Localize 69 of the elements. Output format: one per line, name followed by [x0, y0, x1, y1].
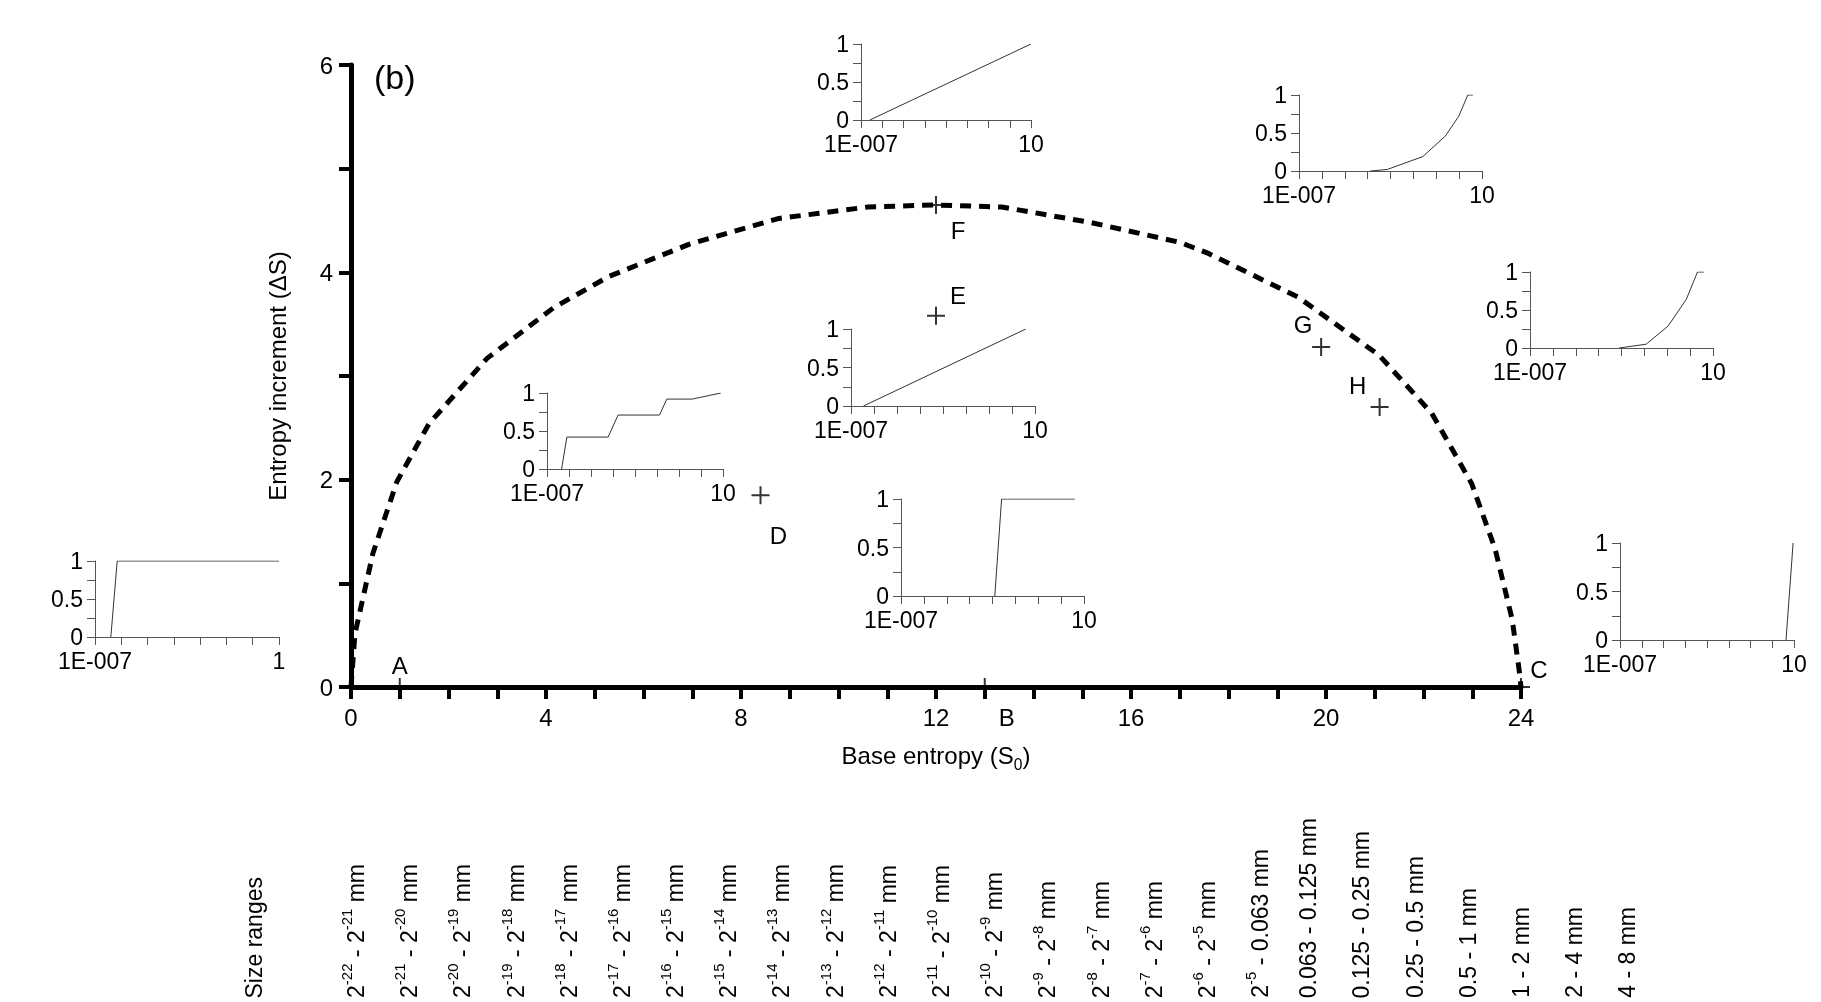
x-tick-label: 1E-007	[509, 479, 585, 506]
x-tick-label: 1E-007	[863, 606, 939, 633]
y-tick-label: 0.5	[1576, 578, 1608, 605]
annotation: H	[1348, 371, 1367, 399]
x-tick-label: 12	[922, 703, 950, 731]
y-tick-label: 0	[70, 624, 83, 650]
annotation: E	[949, 282, 967, 310]
y-tick-label: 1	[1505, 259, 1518, 285]
y-tick-label: 0.5	[1255, 120, 1287, 146]
y-tick-label: 0	[826, 393, 839, 419]
y-tick-label: 0.5	[51, 586, 83, 612]
x-tick-label: 8	[734, 703, 748, 731]
text: 2 - 4 mm	[1561, 907, 1589, 998]
text: 0.25 - 0.5 mm	[1401, 856, 1429, 998]
y-tick-label: 0.5	[857, 534, 889, 561]
text: 0.125 - 0.25 mm	[1348, 830, 1376, 998]
x-tick-label: 1E-007	[813, 416, 889, 443]
x-tick-label: 10	[1469, 181, 1495, 208]
y-tick-label: 1	[826, 316, 839, 342]
y-tick-label: 0	[1595, 627, 1608, 653]
x-tick-label: 4	[539, 703, 553, 731]
x-tick-label: 1	[272, 647, 286, 674]
y-tick-label: 0	[836, 107, 849, 133]
y-tick-label: 0.5	[1486, 297, 1518, 323]
x-tick-label: 0	[344, 703, 358, 731]
y-tick-label: 0	[876, 583, 889, 609]
annotation: B	[998, 703, 1015, 731]
text: 0.5 - 1 mm	[1454, 888, 1482, 998]
y-tick-label: 0.5	[817, 69, 849, 95]
y-tick-label: 1	[522, 380, 535, 406]
y-tick-label: 0	[1274, 158, 1287, 184]
x-tick-label: 1E-007	[823, 130, 899, 157]
y-tick-label: 0.5	[807, 354, 839, 381]
y-tick-label: 4	[319, 258, 333, 286]
chart-title: (b)	[374, 58, 416, 96]
y-tick-label: 0.5	[503, 418, 535, 444]
x-tick-label: 10	[1781, 650, 1807, 677]
y-tick-label: 0	[319, 673, 333, 701]
annotation: A	[391, 651, 408, 679]
x-tick-label: 24	[1507, 703, 1535, 731]
x-tick-label: 1E-007	[1261, 181, 1337, 208]
y-axis-title: Entropy increment (ΔS)	[263, 251, 291, 501]
annotation: D	[769, 521, 788, 549]
x-tick-label: 1E-007	[57, 647, 133, 674]
x-tick-label: 1E-007	[1582, 650, 1658, 677]
x-tick-label: 10	[1071, 606, 1097, 633]
x-axis-title: Base entropy (S$_{0}$)	[840, 742, 1032, 774]
text: 4 - 8 mm	[1614, 907, 1642, 998]
x-tick-label: 1E-007	[1492, 358, 1568, 385]
y-tick-label: 1	[836, 31, 849, 57]
text: Size ranges	[241, 876, 268, 998]
y-tick-label: 2	[319, 466, 333, 494]
y-tick-label: 0	[522, 456, 535, 482]
y-tick-label: 1	[1274, 82, 1287, 108]
text: 1 - 2 mm	[1508, 907, 1535, 998]
x-tick-label: 20	[1312, 703, 1340, 731]
annotation: C	[1530, 655, 1548, 683]
x-tick-label: 10	[1700, 358, 1726, 385]
y-tick-label: 1	[70, 548, 83, 574]
y-tick-label: 0	[1505, 335, 1518, 361]
annotation: G	[1293, 311, 1313, 339]
y-tick-label: 6	[319, 51, 333, 79]
x-tick-label: 16	[1117, 703, 1145, 731]
text: 0.063 - 0.125 mm	[1295, 817, 1323, 998]
x-tick-label: 10	[1022, 416, 1048, 443]
y-tick-label: 1	[1595, 530, 1608, 556]
annotation: F	[950, 217, 966, 245]
x-tick-label: 10	[1018, 130, 1044, 157]
x-tick-label: 10	[710, 479, 736, 506]
